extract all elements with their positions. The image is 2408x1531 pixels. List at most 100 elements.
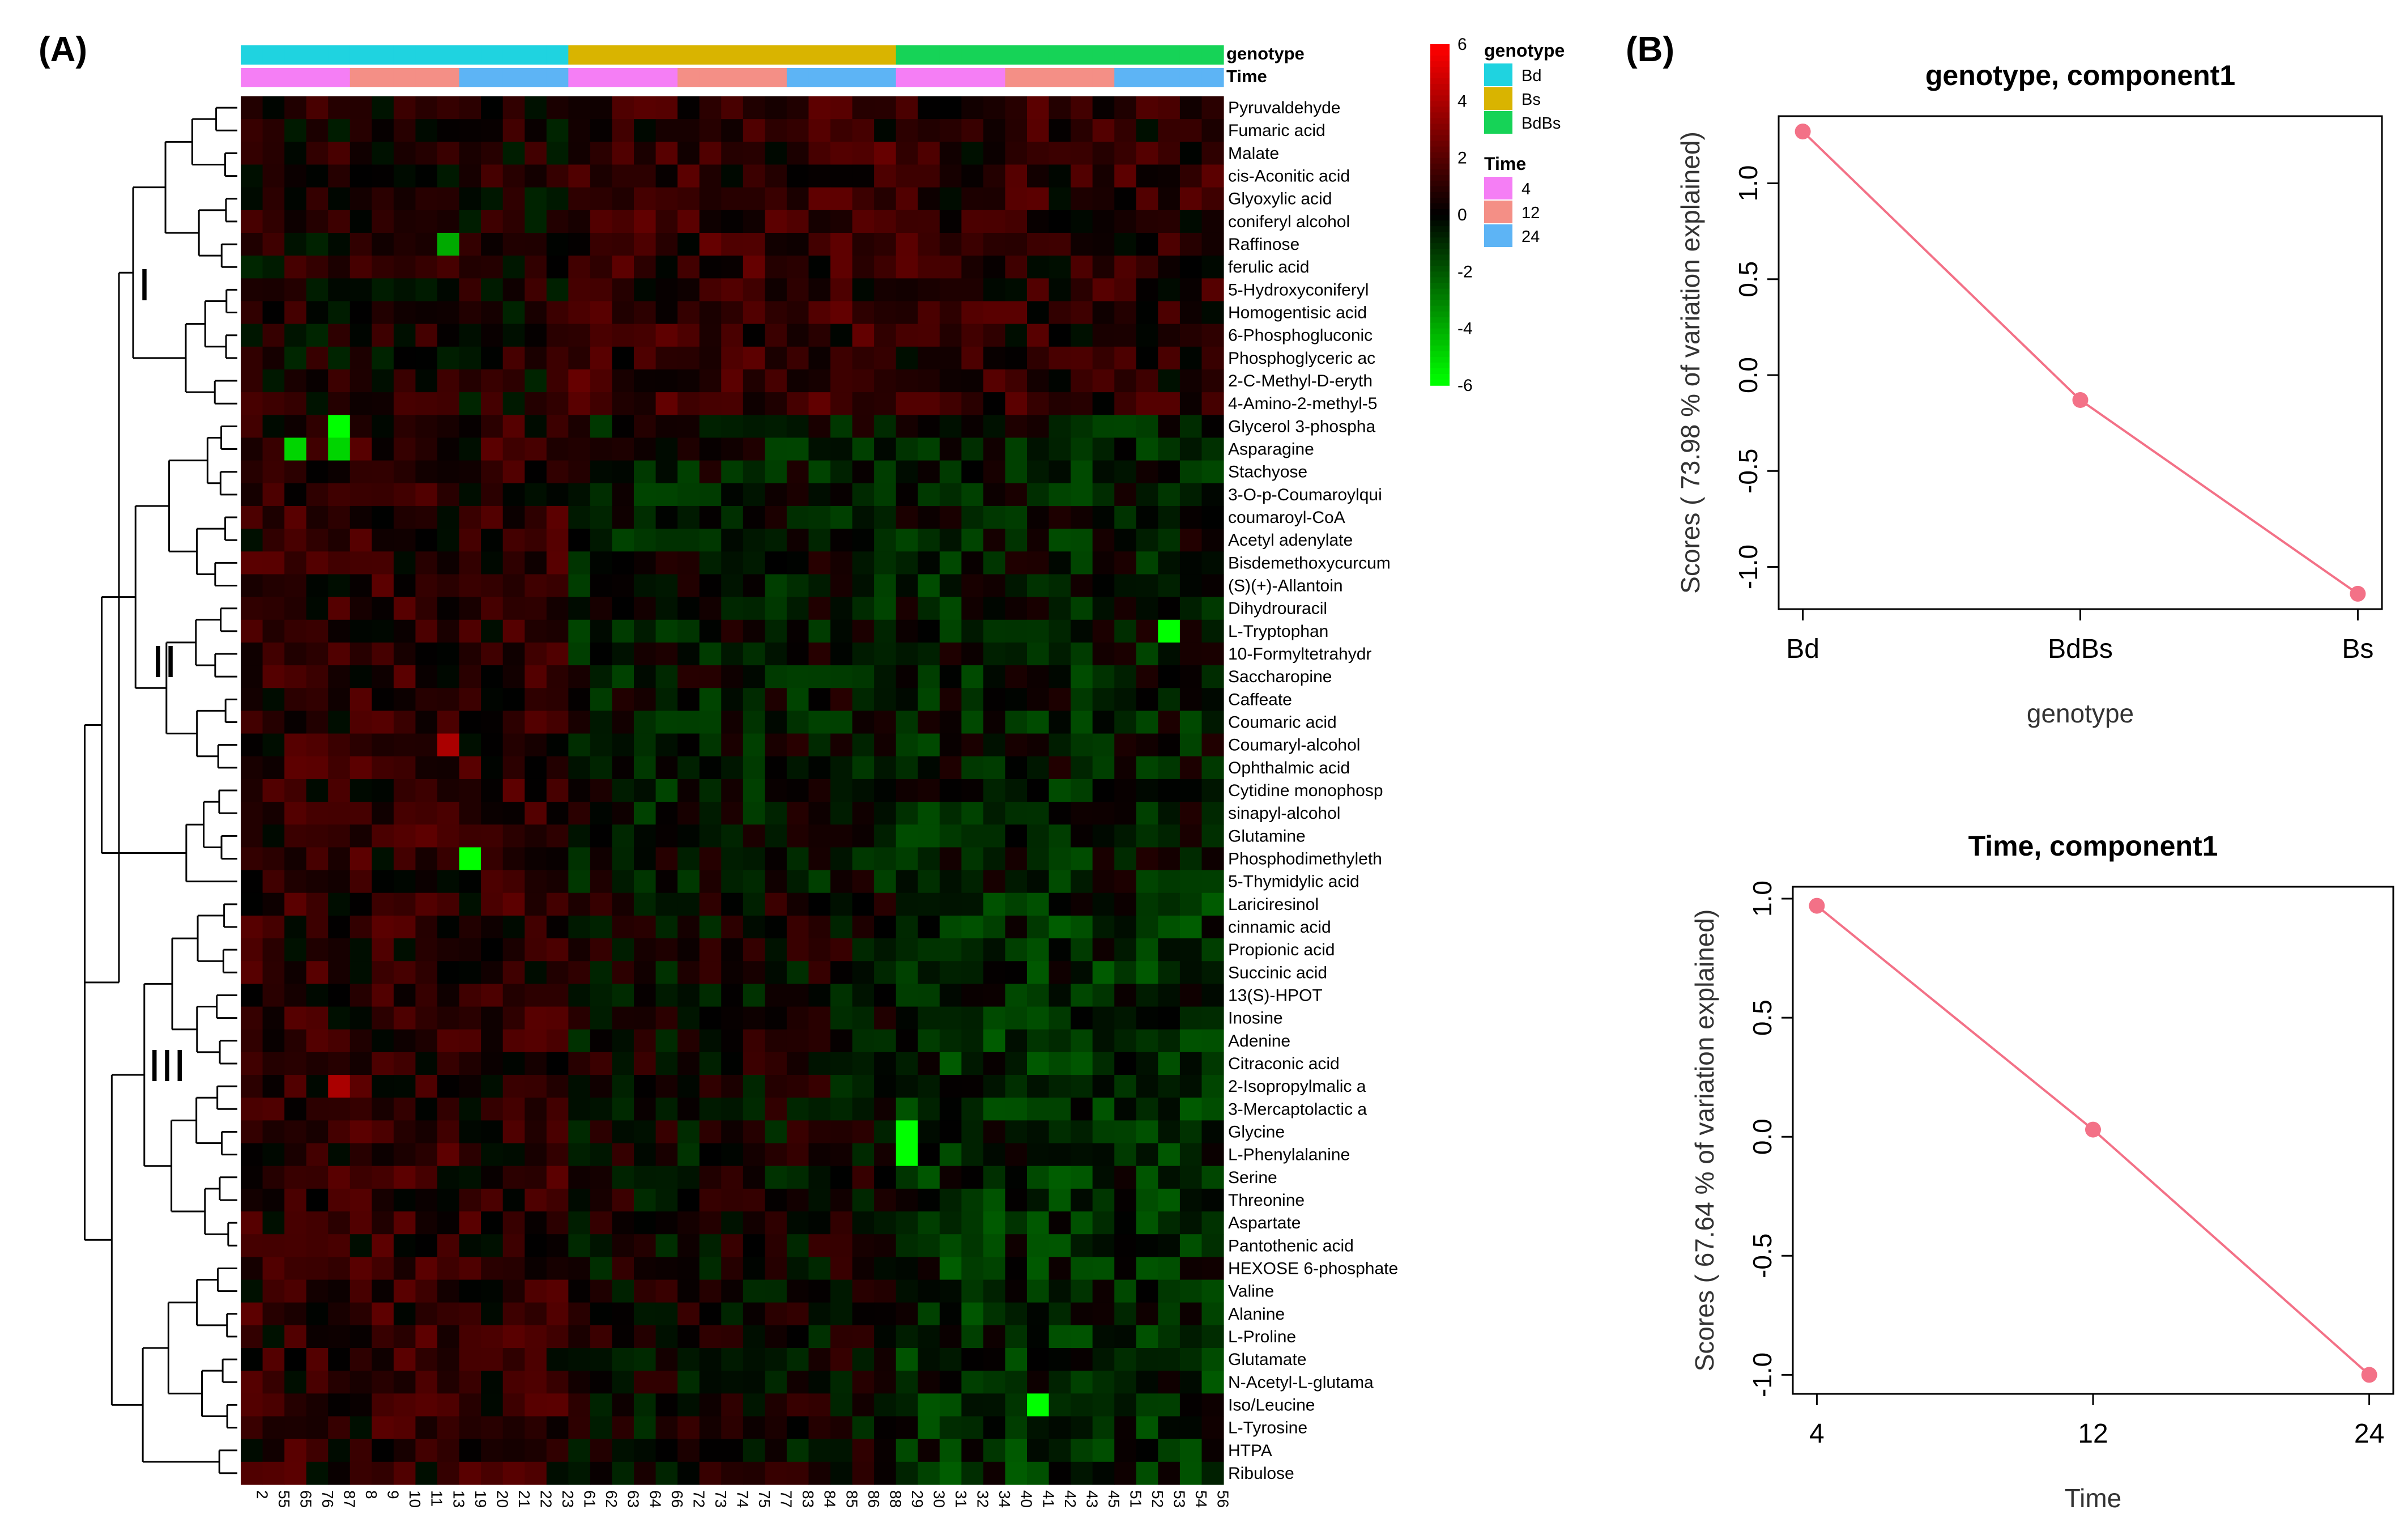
heat-cell — [415, 1120, 438, 1144]
heat-cell — [1136, 824, 1158, 848]
heat-cell — [1201, 1371, 1224, 1394]
heat-cell — [1136, 870, 1158, 894]
heat-cell — [612, 460, 634, 484]
genotype-annotation-cell — [655, 45, 678, 65]
heat-cell — [1071, 1143, 1093, 1167]
heat-cell — [765, 346, 787, 370]
heat-cell — [459, 870, 481, 894]
heat-cell — [721, 824, 744, 848]
column-label: 10 — [406, 1490, 424, 1508]
heat-cell — [612, 232, 634, 256]
heat-cell — [721, 1075, 744, 1098]
heat-cell — [1071, 119, 1093, 142]
heat-cell — [918, 119, 940, 142]
time-annotation-cell — [1049, 68, 1071, 87]
heat-cell — [1092, 1052, 1115, 1075]
heat-cell — [786, 733, 809, 757]
heat-cell — [393, 847, 416, 871]
colorbar-swatch — [1430, 232, 1450, 238]
heat-cell — [634, 870, 657, 894]
heat-cell — [372, 119, 394, 142]
row-label: 6-Phosphogluconic — [1228, 326, 1373, 345]
heat-cell — [612, 529, 634, 552]
heat-cell — [1136, 369, 1158, 393]
heat-cell — [1158, 392, 1180, 415]
heat-cell — [1027, 802, 1050, 825]
heat-cell — [1092, 870, 1115, 894]
heat-cell — [786, 824, 809, 848]
heat-cell — [306, 824, 329, 848]
heat-cell — [677, 301, 700, 325]
heat-cell — [1071, 938, 1093, 962]
heat-cell — [415, 529, 438, 552]
heat-cell — [874, 1029, 897, 1053]
heat-cell — [525, 892, 547, 916]
column-label: 32 — [974, 1490, 992, 1508]
time-annotation-cell — [1005, 68, 1028, 87]
heat-cell — [634, 529, 657, 552]
heat-cell — [241, 984, 263, 1007]
annotation-label-genotype: genotype — [1226, 44, 1305, 63]
heat-cell — [1136, 711, 1158, 734]
heat-cell — [808, 915, 831, 939]
heat-cell — [328, 1416, 351, 1440]
heat-cell — [1027, 210, 1050, 233]
heat-cell — [437, 642, 460, 666]
heat-cell — [1027, 460, 1050, 484]
heat-cell — [874, 369, 897, 393]
row-label: sinapyl-alcohol — [1228, 804, 1340, 823]
heat-cell — [1092, 984, 1115, 1007]
heat-cell — [1136, 1211, 1158, 1235]
heat-cell — [852, 1348, 875, 1371]
heat-cell — [612, 1302, 634, 1326]
heat-cell — [306, 779, 329, 802]
legend-genotype-swatch — [1484, 111, 1512, 134]
heat-cell — [1114, 1439, 1137, 1462]
heat-cell — [568, 938, 591, 962]
heat-cell — [961, 1416, 984, 1440]
heat-cell — [786, 1052, 809, 1075]
heat-cell — [350, 597, 372, 620]
genotype-annotation-cell — [306, 45, 329, 65]
heat-cell — [765, 437, 787, 461]
heat-cell — [481, 437, 504, 461]
heat-cell — [655, 187, 678, 211]
heat-cell — [786, 1371, 809, 1394]
heat-cell — [1005, 892, 1028, 916]
heat-cell — [852, 1052, 875, 1075]
heat-cell — [1114, 119, 1137, 142]
heat-cell — [415, 1006, 438, 1030]
heat-cell — [1049, 597, 1071, 620]
heat-cell — [743, 802, 765, 825]
heat-cell — [786, 1098, 809, 1121]
heat-cell — [1114, 1188, 1137, 1212]
heat-cell — [983, 1279, 1006, 1303]
heat-cell — [372, 847, 394, 871]
heat-cell — [743, 642, 765, 666]
heat-cell — [983, 164, 1006, 188]
heat-cell — [590, 938, 613, 962]
heat-cell — [1071, 551, 1093, 575]
heat-cell — [743, 1006, 765, 1030]
heat-cell — [655, 278, 678, 302]
heat-cell — [677, 1302, 700, 1326]
heat-cell — [612, 1439, 634, 1462]
heat-cell — [918, 961, 940, 984]
heat-cell — [918, 824, 940, 848]
heat-cell — [655, 529, 678, 552]
heat-cell — [241, 483, 263, 507]
heat-cell — [896, 688, 918, 712]
heat-cell — [284, 164, 307, 188]
heat-cell — [939, 483, 962, 507]
heat-cell — [874, 483, 897, 507]
heat-cell — [568, 210, 591, 233]
heat-cell — [350, 802, 372, 825]
heat-cell — [262, 346, 285, 370]
heat-cell — [502, 142, 525, 165]
heat-cell — [830, 574, 853, 598]
heat-cell — [415, 483, 438, 507]
heat-cell — [481, 574, 504, 598]
y-axis-label: Scores ( 73.98 % of variation explained) — [1676, 131, 1705, 594]
heat-cell — [612, 346, 634, 370]
time-annotation-cell — [721, 68, 744, 87]
